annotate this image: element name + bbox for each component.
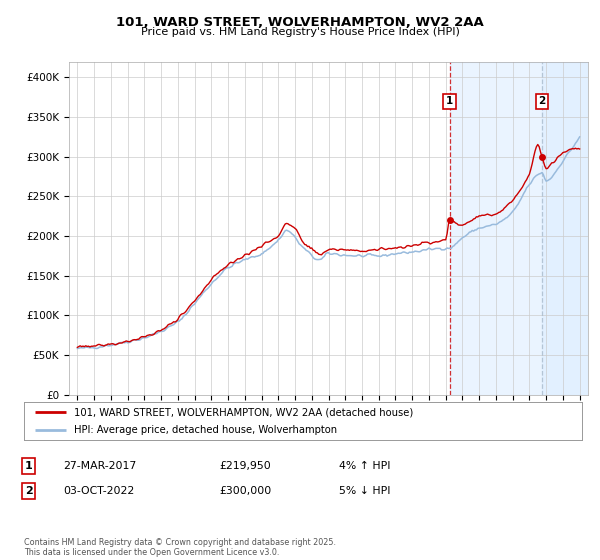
Text: £300,000: £300,000 <box>219 486 271 496</box>
Text: 4% ↑ HPI: 4% ↑ HPI <box>339 461 391 471</box>
Text: 1: 1 <box>446 96 453 106</box>
Text: HPI: Average price, detached house, Wolverhampton: HPI: Average price, detached house, Wolv… <box>74 425 337 435</box>
Text: 5% ↓ HPI: 5% ↓ HPI <box>339 486 391 496</box>
Text: 03-OCT-2022: 03-OCT-2022 <box>63 486 134 496</box>
Text: 1: 1 <box>25 461 32 471</box>
Text: Price paid vs. HM Land Registry's House Price Index (HPI): Price paid vs. HM Land Registry's House … <box>140 27 460 37</box>
Text: £219,950: £219,950 <box>219 461 271 471</box>
Text: Contains HM Land Registry data © Crown copyright and database right 2025.
This d: Contains HM Land Registry data © Crown c… <box>24 538 336 557</box>
Text: 2: 2 <box>538 96 545 106</box>
Text: 2: 2 <box>25 486 32 496</box>
Bar <box>542 62 588 395</box>
Text: 101, WARD STREET, WOLVERHAMPTON, WV2 2AA: 101, WARD STREET, WOLVERHAMPTON, WV2 2AA <box>116 16 484 29</box>
Bar <box>449 62 588 395</box>
Text: 101, WARD STREET, WOLVERHAMPTON, WV2 2AA (detached house): 101, WARD STREET, WOLVERHAMPTON, WV2 2AA… <box>74 407 413 417</box>
Text: 27-MAR-2017: 27-MAR-2017 <box>63 461 136 471</box>
